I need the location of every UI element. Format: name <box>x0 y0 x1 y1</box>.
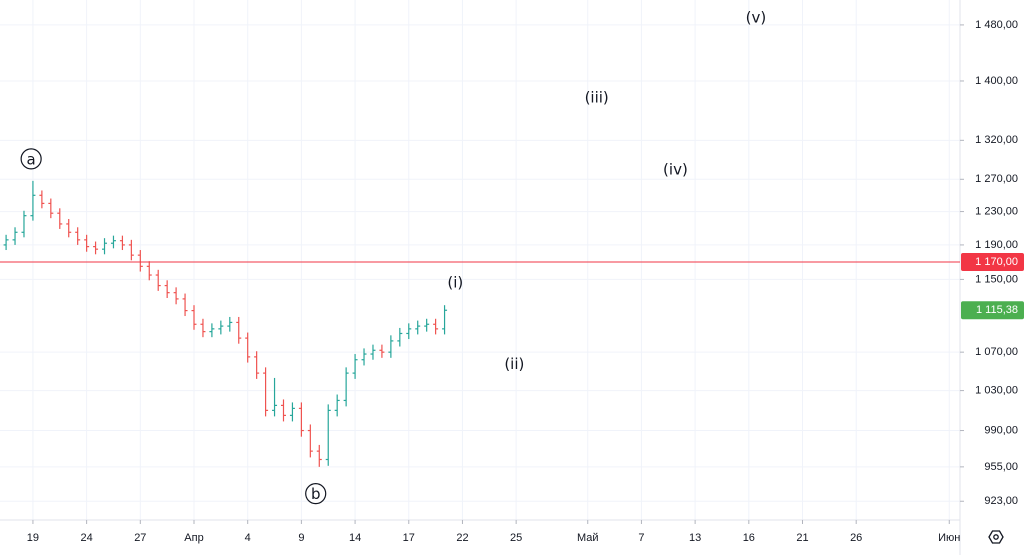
wave-label: (i) <box>447 274 463 292</box>
x-tick-label: Июн <box>938 532 960 544</box>
level-label: 1 170,00 <box>975 256 1018 268</box>
last-price-label: 1 115,38 <box>976 304 1018 316</box>
y-tick-label: 1 480,00 <box>975 19 1018 31</box>
last-price-bg <box>961 301 1024 320</box>
x-tick-label: Апр <box>184 532 203 544</box>
x-tick-label: 14 <box>349 532 361 544</box>
y-tick-label: 1 150,00 <box>975 273 1018 285</box>
x-tick-label: 9 <box>298 532 304 544</box>
y-tick-label: 1 070,00 <box>975 346 1018 358</box>
x-tick-label: 7 <box>638 532 644 544</box>
wave-circle <box>305 483 327 505</box>
y-tick-label: 955,00 <box>984 461 1018 473</box>
y-tick-label: 1 030,00 <box>975 384 1018 396</box>
y-tick-label: 923,00 <box>984 495 1018 507</box>
axes: 1 480,00 1 400,00 1 320,00 1 270,00 1 230,00… <box>27 19 1024 544</box>
settings-bg[interactable] <box>984 527 1008 547</box>
x-tick-label: 17 <box>403 532 415 544</box>
settings-icon[interactable] <box>988 530 1004 544</box>
x-tick-label: Май <box>577 532 599 544</box>
x-tick-label: 4 <box>245 532 251 544</box>
level-label-bg <box>961 253 1024 272</box>
x-tick-label: 19 <box>27 532 39 544</box>
wave-label: a <box>27 150 36 168</box>
wave-label: (v) <box>746 8 767 26</box>
x-tick-label: 26 <box>850 532 862 544</box>
y-tick-label: 1 230,00 <box>975 205 1018 217</box>
wave-label: (iv) <box>663 161 688 179</box>
x-tick-label: 25 <box>510 532 522 544</box>
x-tick-label: 27 <box>134 532 146 544</box>
x-tick-label: 22 <box>456 532 468 544</box>
plot: a b (i) (ii) (iii) (iv) (v) <box>0 8 960 505</box>
x-tick-label: 16 <box>743 532 755 544</box>
y-tick-label: 1 190,00 <box>975 239 1018 251</box>
y-tick-label: 1 270,00 <box>975 173 1018 185</box>
wave-circle <box>20 148 42 170</box>
x-tick-label: 21 <box>796 532 808 544</box>
wave-label: b <box>311 485 321 503</box>
wave-label: (iii) <box>585 88 609 106</box>
y-tick-label: 1 320,00 <box>975 134 1018 146</box>
grid <box>0 0 960 520</box>
settings-icon-dot[interactable] <box>993 534 999 540</box>
y-tick-label: 1 400,00 <box>975 75 1018 87</box>
settings-button[interactable] <box>984 527 1008 547</box>
x-tick-label: 13 <box>689 532 701 544</box>
x-tick-label: 24 <box>80 532 92 544</box>
y-tick-label: 990,00 <box>984 424 1018 436</box>
wave-label: (ii) <box>504 355 524 373</box>
